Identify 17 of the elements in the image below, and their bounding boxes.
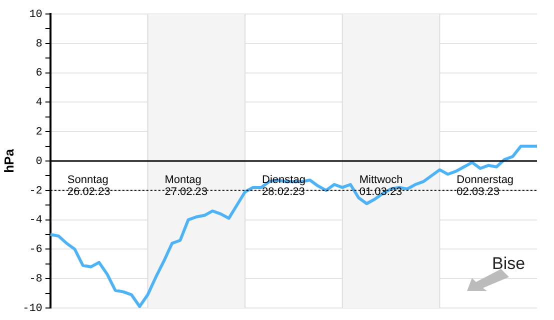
y-tick-label: -2 — [29, 185, 42, 198]
y-tick-label: 0 — [36, 156, 42, 168]
y-axis-title: hPa — [1, 148, 16, 173]
annotation: Donnerstag 02.03.23 — [456, 174, 514, 198]
y-tick-label: 8 — [36, 38, 42, 50]
y-tick-label: -4 — [29, 214, 43, 227]
y-tick-label: -8 — [29, 274, 42, 286]
annotation: Sonntag 26.02.23 — [67, 174, 110, 198]
annotation: Dienstag 28.02.23 — [262, 174, 306, 198]
y-tick-label: -10 — [22, 302, 42, 315]
y-tick-label: -6 — [29, 244, 42, 256]
y-tick-label: 10 — [29, 8, 42, 21]
y-tick-label: 6 — [36, 68, 42, 80]
y-tick-label: 4 — [36, 97, 43, 110]
y-tick-label: 2 — [36, 126, 42, 139]
annotation: Bise — [492, 254, 526, 274]
annotation: Montag 27.02.23 — [164, 174, 208, 198]
